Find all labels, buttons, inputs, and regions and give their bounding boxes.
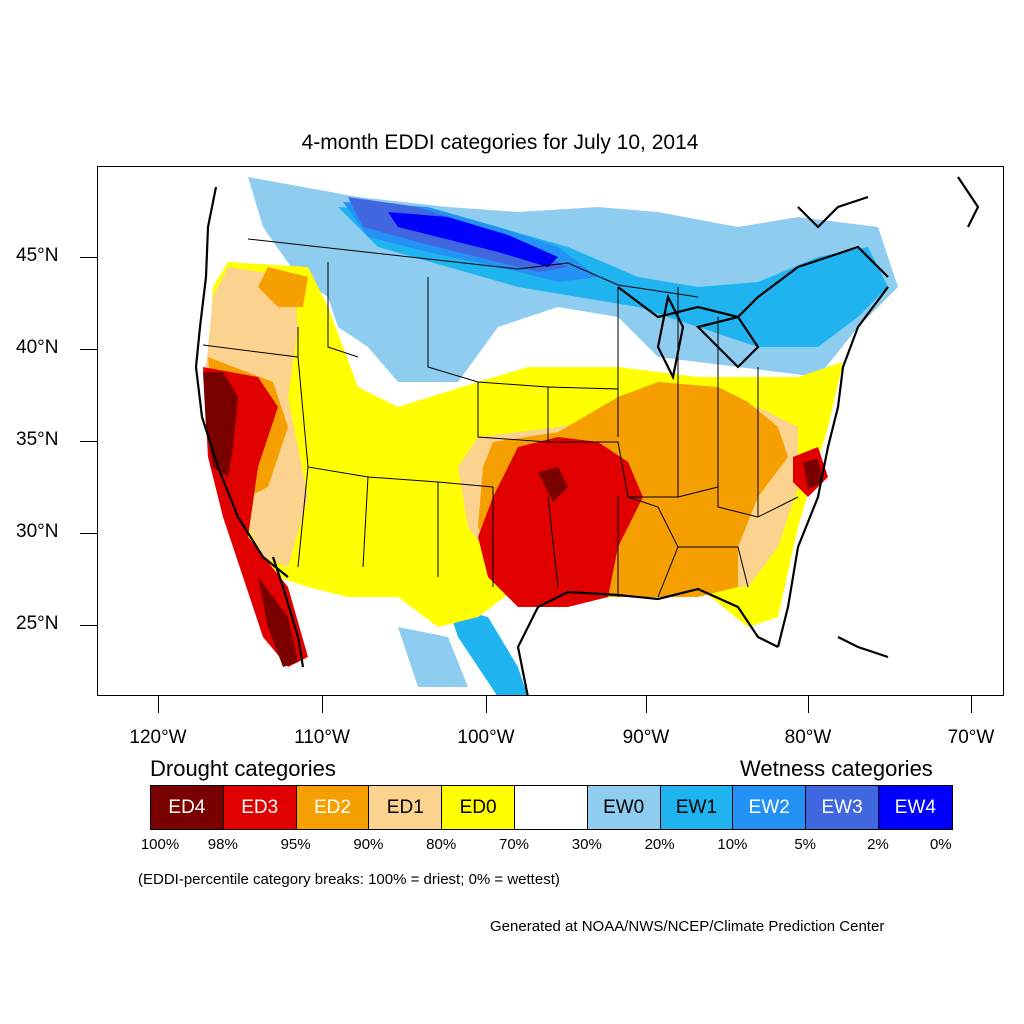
- map-canvas: [194, 176, 980, 695]
- lat-label: 35°N: [16, 429, 59, 450]
- legend-box-ed4: ED4: [151, 786, 224, 829]
- percent-break-label: 20%: [644, 836, 675, 853]
- lon-tick: [971, 696, 972, 713]
- lon-tick: [646, 696, 647, 713]
- wet-region-ew0: [398, 627, 468, 687]
- category-note: (EDDI-percentile category breaks: 100% =…: [138, 871, 560, 888]
- lat-tick: [80, 349, 97, 350]
- percent-break-label: 2%: [867, 836, 889, 853]
- lon-label: 100°W: [457, 727, 515, 748]
- percent-break-label: 100%: [140, 836, 180, 853]
- legend-box-ew3: EW3: [806, 786, 879, 829]
- lat-tick: [80, 625, 97, 626]
- lat-label: 45°N: [16, 245, 59, 266]
- lon-tick: [158, 696, 159, 713]
- legend-box-ed2: ED2: [296, 786, 370, 829]
- dry-region-ed3: [478, 437, 643, 607]
- category-legend: ED4 ED3 ED2 ED1 ED0 EW0 EW1 EW2 EW3 EW4: [150, 785, 953, 830]
- credit-line: Generated at NOAA/NWS/NCEP/Climate Predi…: [490, 918, 885, 935]
- map-title: 4-month EDDI categories for July 10, 201…: [301, 131, 699, 154]
- legend-box-ew2: EW2: [733, 786, 807, 829]
- drought-heading: Drought categories: [150, 756, 336, 781]
- percent-break-label: 98%: [207, 836, 238, 853]
- lat-tick: [80, 533, 97, 534]
- lon-label: 90°W: [622, 727, 670, 748]
- legend-box-ed0: ED0: [442, 786, 515, 829]
- legend-box-ew1: EW1: [660, 786, 734, 829]
- dry-region-ed2: [258, 267, 308, 307]
- percent-break-label: 95%: [280, 836, 311, 853]
- legend-box-ed1: ED1: [369, 786, 443, 829]
- lon-tick: [486, 696, 487, 713]
- dry-region-ed4: [803, 459, 823, 489]
- percent-break-label: 80%: [426, 836, 457, 853]
- percent-break-label: 90%: [353, 836, 384, 853]
- lat-label: 25°N: [16, 613, 59, 634]
- percent-break-label: 0%: [929, 836, 952, 853]
- lat-label: 40°N: [16, 337, 59, 358]
- coastlines: [194, 176, 980, 695]
- lon-label: 80°W: [784, 727, 832, 748]
- percent-break-label: 30%: [571, 836, 602, 853]
- wet-region-ew4: [388, 212, 558, 267]
- eddi-map: [97, 166, 1004, 696]
- lat-tick: [80, 257, 97, 258]
- lon-label: 70°W: [947, 727, 995, 748]
- lat-tick: [80, 441, 97, 442]
- legend-box-ed3: ED3: [223, 786, 297, 829]
- legend-box-neutral: [514, 786, 588, 829]
- dry-region-ed4: [538, 467, 568, 502]
- state-boundaries: [202, 238, 799, 598]
- lon-label: 110°W: [294, 727, 350, 748]
- lat-label: 30°N: [16, 521, 59, 542]
- legend-box-ew0: EW0: [587, 786, 661, 829]
- legend-box-ew4: EW4: [878, 786, 952, 829]
- lon-label: 120°W: [129, 727, 187, 748]
- wet-region-ew1: [448, 607, 528, 695]
- percent-break-label: 70%: [498, 836, 530, 853]
- percent-break-label: 10%: [717, 836, 748, 853]
- wetness-heading: Wetness categories: [740, 756, 933, 781]
- lon-tick: [808, 696, 809, 713]
- percent-break-label: 5%: [794, 836, 817, 853]
- dry-region-ed4: [258, 577, 298, 667]
- lon-tick: [322, 696, 323, 713]
